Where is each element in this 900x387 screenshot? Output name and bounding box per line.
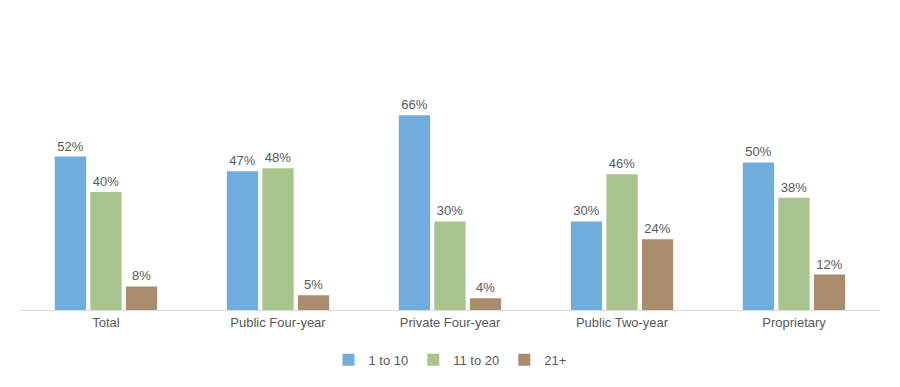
svg-text:21+: 21+	[544, 353, 566, 368]
svg-text:Total: Total	[92, 315, 120, 330]
svg-text:50%: 50%	[745, 144, 771, 159]
svg-text:40%: 40%	[93, 174, 119, 189]
svg-text:48%: 48%	[265, 150, 291, 165]
svg-text:11 to 20: 11 to 20	[453, 353, 499, 368]
svg-text:Public Two-year: Public Two-year	[576, 315, 669, 330]
svg-text:38%: 38%	[781, 180, 807, 195]
svg-text:4%: 4%	[476, 280, 495, 295]
svg-text:Public Four-year: Public Four-year	[230, 315, 326, 330]
svg-text:12%: 12%	[816, 257, 842, 272]
svg-text:24%: 24%	[644, 221, 670, 236]
svg-text:1 to 10: 1 to 10	[369, 353, 409, 368]
svg-text:30%: 30%	[573, 203, 599, 218]
svg-text:5%: 5%	[304, 277, 323, 292]
svg-text:46%: 46%	[609, 156, 635, 171]
svg-text:Private Four-year: Private Four-year	[400, 315, 501, 330]
svg-text:52%: 52%	[57, 139, 83, 154]
svg-text:30%: 30%	[437, 203, 463, 218]
svg-text:Proprietary: Proprietary	[762, 315, 826, 330]
svg-text:8%: 8%	[132, 268, 151, 283]
svg-text:66%: 66%	[401, 97, 427, 112]
svg-text:47%: 47%	[229, 153, 255, 168]
